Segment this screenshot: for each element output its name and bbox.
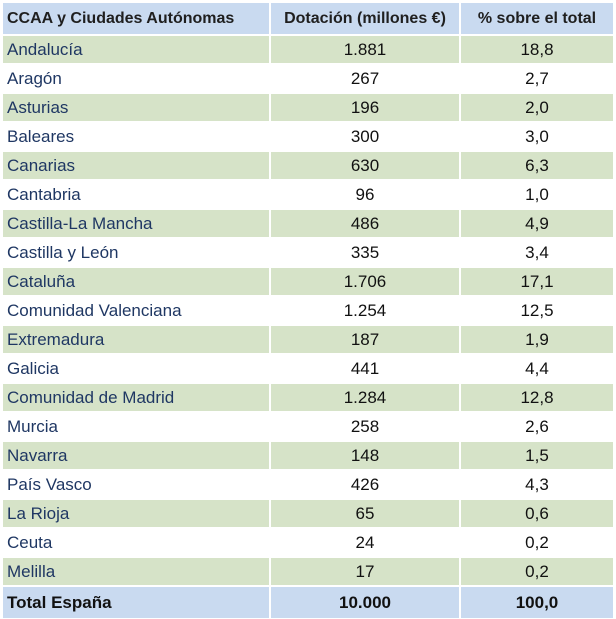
amount-cell: 335 — [271, 239, 461, 266]
table-row: Aragón 267 2,7 — [3, 65, 613, 94]
region-name-cell: Canarias — [3, 152, 271, 179]
percent-cell: 12,5 — [520, 300, 554, 320]
region-name-cell: Extremadura — [3, 326, 271, 353]
percent-cell: 2,7 — [525, 68, 549, 88]
percent-cell: 0,2 — [525, 532, 549, 552]
amount-cell: 267 — [271, 65, 461, 92]
percent-cell: 4,9 — [525, 213, 549, 233]
table-row: Comunidad de Madrid 1.284 12,8 — [3, 384, 613, 413]
table-row: Galicia 441 4,4 — [3, 355, 613, 384]
percent-cell: 1,9 — [525, 329, 549, 349]
percent-cell: 1,0 — [525, 184, 549, 204]
table-row: Cantabria 96 1,0 — [3, 181, 613, 210]
region-name-cell: Andalucía — [3, 36, 271, 63]
percent-cell: 0,6 — [525, 503, 549, 523]
percent-cell: 3,4 — [525, 242, 549, 262]
percent-cell: 2,0 — [525, 97, 549, 117]
table-row: Castilla-La Mancha 486 4,9 — [3, 210, 613, 239]
percent-cell: 0,2 — [525, 561, 549, 581]
table-row: Ceuta 24 0,2 — [3, 529, 613, 558]
table-row: Andalucía 1.881 18,8 — [3, 36, 613, 65]
amount-cell: 1.881 — [271, 36, 461, 63]
region-name-cell: Asturias — [3, 94, 271, 121]
percent-cell: 18,8 — [520, 39, 554, 59]
region-name-cell: Melilla — [3, 558, 271, 585]
percent-cell: 3,0 — [525, 126, 549, 146]
amount-cell: 1.254 — [271, 297, 461, 324]
table-row: Cataluña 1.706 17,1 — [3, 268, 613, 297]
table-row: Castilla y León 335 3,4 — [3, 239, 613, 268]
amount-cell: 17 — [271, 558, 461, 585]
region-name-cell: Ceuta — [3, 529, 271, 556]
region-name-cell: Comunidad Valenciana — [3, 297, 271, 324]
amount-cell: 65 — [271, 500, 461, 527]
region-name-cell: Murcia — [3, 413, 271, 440]
table-row: Melilla 17 0,2 — [3, 558, 613, 587]
amount-cell: 96 — [271, 181, 461, 208]
table-row: La Rioja 65 0,6 — [3, 500, 613, 529]
total-label: Total España — [3, 587, 271, 618]
region-name-cell: Aragón — [3, 65, 271, 92]
amount-cell: 486 — [271, 210, 461, 237]
region-name-cell: Galicia — [3, 355, 271, 382]
amount-cell: 258 — [271, 413, 461, 440]
region-name-cell: Cataluña — [3, 268, 271, 295]
amount-cell: 148 — [271, 442, 461, 469]
region-name-cell: Castilla-La Mancha — [3, 210, 271, 237]
amount-cell: 300 — [271, 123, 461, 150]
table-row: Comunidad Valenciana 1.254 12,5 — [3, 297, 613, 326]
table-header: CCAA y Ciudades Autónomas Dotación (mill… — [3, 3, 613, 36]
percent-cell: 17,1 — [520, 271, 554, 291]
amount-cell: 426 — [271, 471, 461, 498]
total-percent: 100,0 — [515, 592, 559, 612]
header-amount: Dotación (millones €) — [271, 3, 461, 34]
amount-cell: 630 — [271, 152, 461, 179]
percent-cell: 4,4 — [525, 358, 549, 378]
percent-cell: 6,3 — [525, 155, 549, 175]
percent-cell: 1,5 — [525, 445, 549, 465]
table-row: Navarra 148 1,5 — [3, 442, 613, 471]
amount-cell: 196 — [271, 94, 461, 121]
table-row: Canarias 630 6,3 — [3, 152, 613, 181]
amount-cell: 441 — [271, 355, 461, 382]
region-name-cell: Baleares — [3, 123, 271, 150]
table-body: Andalucía 1.881 18,8 Aragón 267 2,7 Asturias 19… — [3, 36, 613, 587]
region-name-cell: Navarra — [3, 442, 271, 469]
region-name-cell: País Vasco — [3, 471, 271, 498]
amount-cell: 1.284 — [271, 384, 461, 411]
table-row: País Vasco 426 4,3 — [3, 471, 613, 500]
header-percent: % sobre el total — [477, 9, 597, 27]
table-row: Asturias 196 2,0 — [3, 94, 613, 123]
region-name-cell: Comunidad de Madrid — [3, 384, 271, 411]
amount-cell: 1.706 — [271, 268, 461, 295]
region-name-cell: Cantabria — [3, 181, 271, 208]
amount-cell: 24 — [271, 529, 461, 556]
total-row: Total España 10.000 100,0 — [3, 587, 613, 618]
region-name-cell: La Rioja — [3, 500, 271, 527]
table-row: Extremadura 187 1,9 — [3, 326, 613, 355]
header-region: CCAA y Ciudades Autónomas — [3, 3, 271, 34]
region-name-cell: Castilla y León — [3, 239, 271, 266]
total-amount: 10.000 — [271, 587, 461, 618]
table-row: Baleares 300 3,0 — [3, 123, 613, 152]
percent-cell: 2,6 — [525, 416, 549, 436]
amount-cell: 187 — [271, 326, 461, 353]
table-row: Murcia 258 2,6 — [3, 413, 613, 442]
percent-cell: 12,8 — [520, 387, 554, 407]
percent-cell: 4,3 — [525, 474, 549, 494]
